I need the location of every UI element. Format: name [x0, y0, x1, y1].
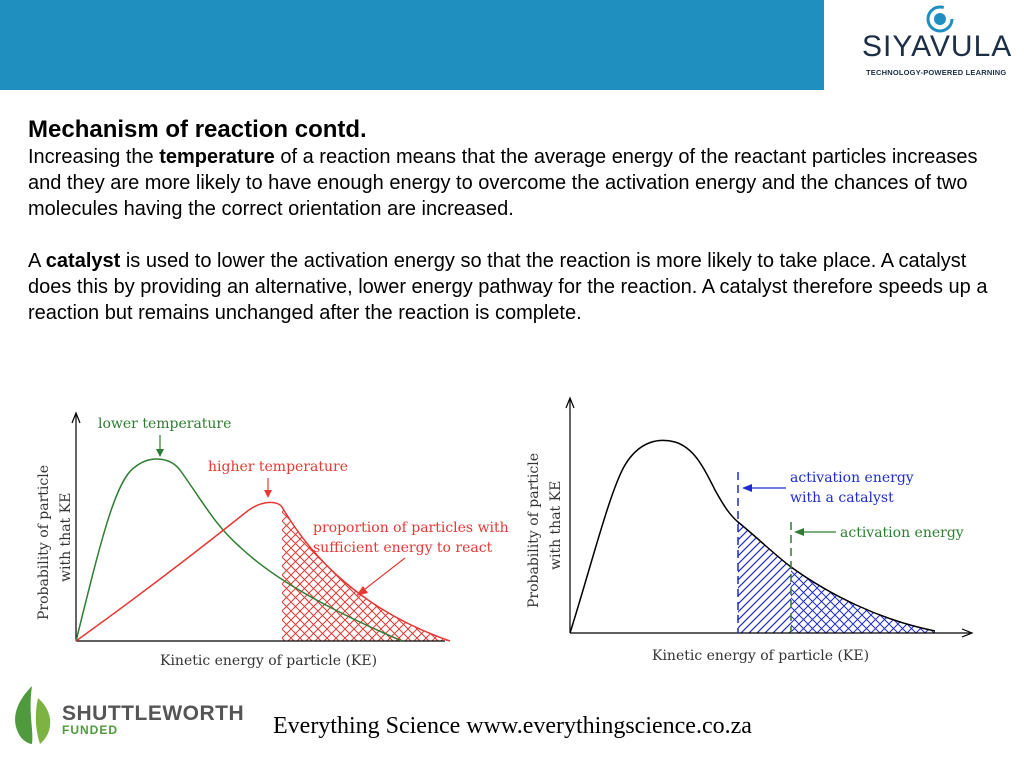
- para1-pre: Increasing the: [28, 146, 160, 168]
- funder-name: SHUTTLEWORTH: [62, 702, 245, 725]
- high-temp-hatched-area: [282, 507, 450, 641]
- para2-post: is used to lower the activation energy s…: [28, 250, 988, 324]
- siyavula-icon: [926, 5, 954, 33]
- para2-pre: A: [28, 250, 46, 272]
- energy-distribution-curve: [569, 439, 936, 634]
- higher-temperature-label: higher temperature: [208, 459, 348, 475]
- para1-post: of a reaction means that the average ene…: [28, 146, 978, 220]
- temperature-distribution-chart: lower temperature higher temperature pro…: [36, 411, 509, 669]
- slide-content: Mechanism of reaction contd. Increasing …: [28, 116, 1003, 326]
- proportion-label-line1: proportion of particles with: [313, 520, 509, 536]
- funder-sub: FUNDED: [62, 723, 118, 737]
- y-axis-label-line1: Probability of particle: [36, 465, 52, 620]
- lower-temperature-label: lower temperature: [98, 416, 231, 432]
- shuttleworth-leaf-icon: [15, 686, 51, 744]
- activation-energy-label: activation energy: [840, 525, 964, 541]
- uncatalysed-hatched-area: [791, 567, 935, 633]
- siyavula-logo: SIYAVULA TECHNOLOGY-POWERED LEARNING: [824, 0, 1024, 90]
- y-axis-label-line2: with that KE: [58, 493, 74, 582]
- paragraph-catalyst: A catalyst is used to lower the activati…: [28, 248, 1003, 326]
- x-axis-label: Kinetic energy of particle (KE): [652, 648, 869, 664]
- catalyst-hatched-area: [738, 522, 791, 633]
- para1-bold: temperature: [159, 146, 275, 168]
- paragraph-temperature: Increasing the temperature of a reaction…: [28, 144, 1003, 222]
- footer-text: Everything Science www.everythingscience…: [273, 713, 752, 739]
- catalyst-activation-chart: activation energy with a catalyst activa…: [526, 396, 974, 664]
- logo-name: SIYAVULA: [862, 30, 1013, 63]
- para2-bold: catalyst: [45, 250, 121, 272]
- y-axis-label-line2: with that KE: [548, 481, 564, 570]
- y-axis-label-line1: Probability of particle: [526, 453, 542, 608]
- catalyst-label-line1: activation energy: [790, 470, 914, 486]
- proportion-label-line2: sufficient energy to react: [313, 540, 493, 556]
- slide-title: Mechanism of reaction contd.: [28, 116, 367, 143]
- lower-temperature-curve: [75, 458, 403, 642]
- x-axis-label: Kinetic energy of particle (KE): [160, 653, 377, 669]
- catalyst-label-line2: with a catalyst: [790, 490, 894, 506]
- logo-tagline: TECHNOLOGY-POWERED LEARNING: [866, 68, 1007, 77]
